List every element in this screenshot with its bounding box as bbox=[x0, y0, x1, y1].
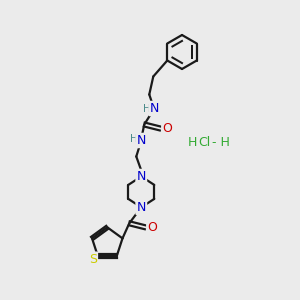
Text: S: S bbox=[89, 253, 97, 266]
Text: N: N bbox=[136, 170, 146, 183]
Text: - H: - H bbox=[208, 136, 230, 148]
Text: H: H bbox=[143, 103, 151, 113]
Text: O: O bbox=[162, 122, 172, 135]
Text: Cl: Cl bbox=[198, 136, 210, 148]
Text: O: O bbox=[147, 221, 157, 234]
Text: H: H bbox=[130, 134, 138, 143]
Text: N: N bbox=[136, 134, 146, 147]
Text: N: N bbox=[136, 201, 146, 214]
Text: N: N bbox=[150, 102, 159, 115]
Text: H: H bbox=[188, 136, 197, 148]
